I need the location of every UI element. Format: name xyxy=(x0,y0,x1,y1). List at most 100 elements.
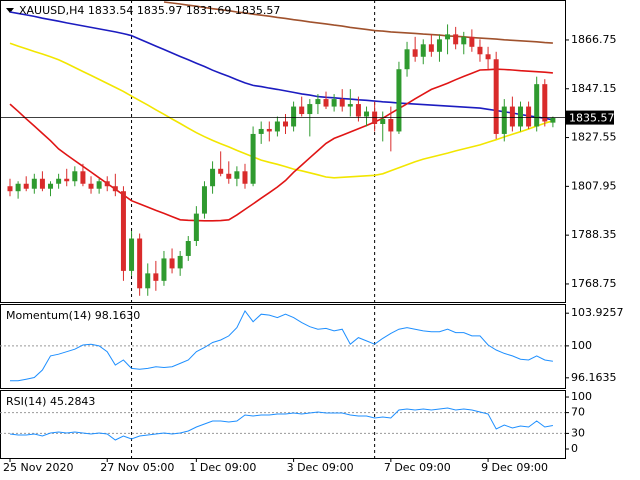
line-series xyxy=(9,407,553,441)
y-tick-label: 1847.15 xyxy=(571,82,617,95)
candle-body xyxy=(218,168,224,174)
candle-body xyxy=(404,49,410,70)
candle-body xyxy=(169,258,175,269)
candle-body xyxy=(526,106,532,127)
candle-body xyxy=(453,34,459,45)
candle-body xyxy=(120,191,126,271)
x-tick-label: 27 Nov 05:00 xyxy=(100,461,174,474)
candle-body xyxy=(493,59,499,134)
candle-body xyxy=(80,171,86,184)
y-tick-label: 100 xyxy=(571,339,592,352)
line-series xyxy=(9,68,553,222)
candle-body xyxy=(550,117,556,123)
candle-body xyxy=(412,49,418,57)
candle-body xyxy=(161,258,167,281)
candle-body xyxy=(177,255,183,269)
candle-body xyxy=(380,119,386,124)
candle-body xyxy=(201,186,207,214)
candle-body xyxy=(299,106,305,115)
panel-frame xyxy=(0,0,566,303)
indicator-title: Momentum(14) 98.1630 xyxy=(6,309,140,322)
x-tick-label: 9 Dec 09:00 xyxy=(481,461,548,474)
panel-frame xyxy=(0,390,566,459)
candle-body xyxy=(283,121,288,127)
candle-body xyxy=(15,183,21,192)
candle-body xyxy=(129,238,135,271)
y-tick-label: 70 xyxy=(571,406,585,419)
candle-body xyxy=(461,36,467,45)
x-tick-label: 3 Dec 09:00 xyxy=(287,461,354,474)
candle-body xyxy=(445,34,451,40)
y-tick-label: 30 xyxy=(571,426,585,439)
candle-body xyxy=(347,104,353,107)
candle-body xyxy=(307,104,313,115)
candle-body xyxy=(436,39,442,52)
candle-body xyxy=(185,241,191,256)
candle-body xyxy=(210,168,216,187)
candle-body xyxy=(323,99,329,107)
candle-body xyxy=(258,128,264,134)
candle-body xyxy=(145,273,151,289)
candle-body xyxy=(485,54,491,60)
candle-body xyxy=(339,99,345,107)
x-tick-label: 25 Nov 2020 xyxy=(3,461,73,474)
y-tick-label: 1788.35 xyxy=(571,228,617,241)
candle-body xyxy=(193,213,199,242)
candle-body xyxy=(104,181,110,187)
candle-body xyxy=(234,171,240,179)
candle-body xyxy=(7,186,13,192)
candle-body xyxy=(509,106,515,127)
candle-body xyxy=(534,84,540,127)
candle-body xyxy=(153,273,159,281)
candle-body xyxy=(469,36,475,47)
candle-body xyxy=(250,133,256,184)
y-tick-label: 0 xyxy=(571,442,578,455)
candle-body xyxy=(112,186,118,192)
candle-body xyxy=(96,181,102,189)
line-series xyxy=(163,1,553,44)
candle-body xyxy=(542,84,548,122)
current-price-box xyxy=(566,110,614,125)
line-series xyxy=(9,42,554,179)
candle-body xyxy=(388,119,394,132)
current-price-label: 1835.57 xyxy=(569,112,615,125)
candle-body xyxy=(477,46,483,55)
chart-title: XAUUSD,H4 1833.54 1835.97 1831.69 1835.5… xyxy=(19,4,280,17)
candle-body xyxy=(501,106,507,134)
candle-body xyxy=(72,171,78,182)
candle-body xyxy=(517,106,523,127)
candle-body xyxy=(56,178,62,184)
candle-body xyxy=(274,121,280,132)
y-tick-label: 1866.75 xyxy=(571,33,617,46)
candle-body xyxy=(355,104,361,117)
y-tick-label: 1768.75 xyxy=(571,277,617,290)
candle-body xyxy=(48,183,54,189)
candle-body xyxy=(242,171,248,184)
candle-body xyxy=(364,111,370,117)
x-tick-label: 1 Dec 09:00 xyxy=(189,461,256,474)
candle-body xyxy=(31,178,37,189)
candle-body xyxy=(428,44,434,52)
y-tick-label: 103.9257 xyxy=(571,306,624,319)
candle-body xyxy=(137,238,143,289)
candle-body xyxy=(420,44,426,57)
x-tick-label: 7 Dec 09:00 xyxy=(384,461,451,474)
candle-body xyxy=(39,178,45,189)
candle-body xyxy=(396,69,402,132)
candle-body xyxy=(315,99,321,105)
candle-body xyxy=(226,173,232,179)
indicator-title: RSI(14) 45.2843 xyxy=(6,395,95,408)
y-tick-label: 1827.55 xyxy=(571,131,617,144)
candle-body xyxy=(291,106,297,127)
line-series xyxy=(9,11,554,121)
line-series xyxy=(10,309,553,382)
candle-body xyxy=(23,183,29,189)
y-tick-label: 1807.95 xyxy=(571,179,617,192)
candle-body xyxy=(88,183,94,189)
menu-triangle xyxy=(6,8,14,13)
y-tick-label: 96.1635 xyxy=(571,371,617,384)
candle-body xyxy=(266,128,272,132)
y-tick-label: 100 xyxy=(571,390,592,403)
